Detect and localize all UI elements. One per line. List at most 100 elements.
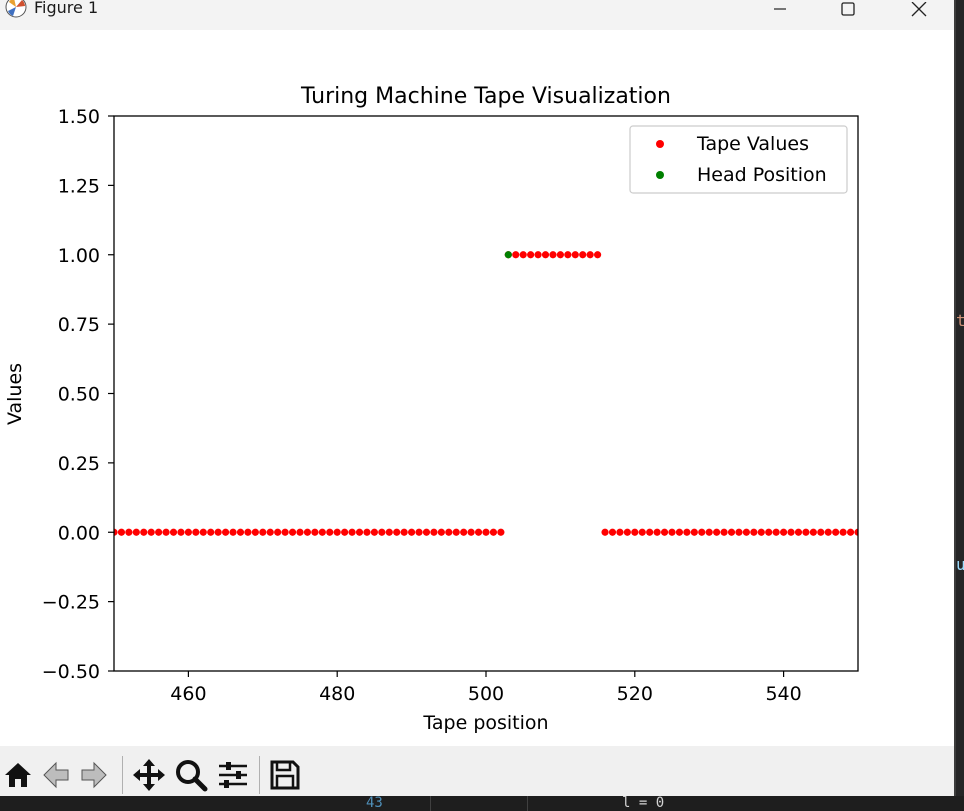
tape-value-point [817,528,825,536]
x-tick-label: 540 [765,683,801,705]
tape-value-point [794,528,803,536]
minimize-button[interactable] [757,0,803,20]
legend-box [629,125,848,194]
tape-value-point [415,528,423,536]
tape-value-point [660,528,669,536]
tape-value-point [125,528,133,536]
y-tick-label: −0.50 [42,661,100,683]
tape-value-point [147,528,155,536]
forward-icon [81,761,107,789]
figure-canvas[interactable]: Turing Machine Tape Visualization −0.50 −… [0,30,954,746]
tape-value-point [214,528,222,536]
tape-value-point [780,528,788,536]
tape-value-point [184,528,192,536]
tape-value-point [683,528,691,536]
tape-value-point [802,528,810,536]
title-bar[interactable]: Figure 1 [0,0,954,30]
scatter-chart: Turing Machine Tape Visualization −0.50 −… [4,84,859,734]
tape-value-point [318,528,326,536]
tape-value-point [713,528,721,536]
tape-value-point [236,528,245,536]
y-tick-label: 0.50 [58,384,100,406]
tape-value-point [169,528,178,536]
save-icon [270,760,300,790]
y-tick-label: 0.75 [58,314,100,336]
tape-value-point [772,528,780,536]
y-axis-label: Values [4,363,26,425]
close-button[interactable] [896,0,942,20]
tape-value-point [274,528,282,536]
tape-value-point [467,528,475,536]
tape-value-point [393,528,401,536]
save-button[interactable] [267,754,303,796]
tape-value-point [571,251,579,259]
editor-line-number: 43 [366,795,383,811]
zoom-icon [176,760,208,792]
tape-value-point [229,528,237,536]
maximize-button[interactable] [825,0,871,20]
tape-value-point [385,528,393,536]
tape-value-point [839,528,847,536]
toolbar-separator [259,756,260,794]
tape-value-point [363,528,371,536]
tape-value-point [809,528,817,536]
tape-value-point [564,251,572,259]
window-title: Figure 1 [34,0,99,17]
tape-value-point [244,528,252,536]
tape-value-point [824,528,832,536]
toolbar-separator [122,756,123,794]
tape-value-point [549,251,557,259]
tape-value-point [832,528,840,536]
home-button[interactable] [0,754,36,796]
legend-marker-head-position [656,171,664,179]
legend: Tape Values Head Position [629,125,848,194]
tape-value-point [675,528,684,536]
pan-button[interactable] [131,754,167,796]
back-button[interactable] [38,754,74,796]
tape-value-point [787,528,795,536]
tape-value-point [437,528,445,536]
tape-value-point [646,528,654,536]
tape-value-point [326,528,334,536]
zoom-button[interactable] [173,754,209,796]
back-icon [43,761,69,789]
tape-value-point [422,528,431,536]
tape-value-point [854,528,858,536]
tape-value-point [750,528,758,536]
tape-value-point [594,251,602,259]
tape-value-point [348,528,356,536]
y-tick-label: 1.50 [58,106,100,128]
x-axis-label: Tape position [422,712,548,734]
tape-value-point [408,528,416,536]
tape-value-point [579,251,587,259]
tape-value-point [162,528,170,536]
tape-value-point [430,528,438,536]
editor-guide-line [527,796,528,811]
tape-value-point [631,528,639,536]
tape-value-point [333,528,341,536]
maximize-icon [841,2,855,16]
tape-value-point [698,528,706,536]
tape-value-point [114,528,118,536]
chart-title: Turing Machine Tape Visualization [300,84,671,109]
tape-value-point [288,528,297,536]
head-position-point [504,251,512,259]
tape-value-point [296,528,304,536]
y-tick-label: 1.00 [58,245,100,267]
configure-subplots-button[interactable] [215,754,251,796]
tape-value-point [519,251,527,259]
tape-value-point [556,251,565,259]
forward-button[interactable] [76,754,112,796]
editor-code-fragment: l = 0 [622,795,665,811]
pan-icon [133,759,165,791]
background-editor-edge: t u [954,0,964,811]
tape-value-point [140,528,148,536]
tape-value-point [155,528,163,536]
legend-label-head-position: Head Position [697,164,827,186]
tape-value-point [303,528,312,536]
tape-value-point [727,528,736,536]
y-tick-label: 1.25 [58,175,100,197]
tape-value-point [653,528,661,536]
tape-value-point [281,528,289,536]
tape-value-point [222,528,230,536]
